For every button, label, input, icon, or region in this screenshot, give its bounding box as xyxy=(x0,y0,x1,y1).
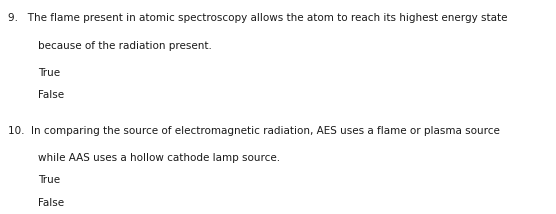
Text: False: False xyxy=(38,198,64,208)
Text: True: True xyxy=(38,68,60,78)
Text: 9.   The flame present in atomic spectroscopy allows the atom to reach its highe: 9. The flame present in atomic spectrosc… xyxy=(8,13,508,23)
Text: while AAS uses a hollow cathode lamp source.: while AAS uses a hollow cathode lamp sou… xyxy=(38,153,280,163)
Text: because of the radiation present.: because of the radiation present. xyxy=(38,42,212,51)
Text: False: False xyxy=(38,90,64,100)
Text: True: True xyxy=(38,175,60,185)
Text: 10.  In comparing the source of electromagnetic radiation, AES uses a flame or p: 10. In comparing the source of electroma… xyxy=(8,126,500,136)
